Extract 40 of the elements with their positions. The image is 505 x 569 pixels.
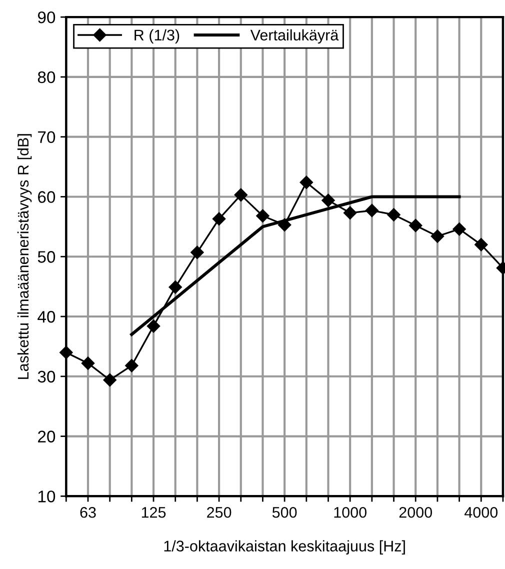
y-tick-label: 20	[38, 430, 56, 442]
x-tick-label: 125	[142, 506, 166, 518]
point	[60, 346, 73, 360]
y-tick-label: 30	[38, 370, 56, 383]
point	[344, 206, 357, 220]
point	[474, 238, 488, 252]
y-tick-label: 70	[38, 131, 56, 144]
y-tick-label: 90	[38, 11, 56, 24]
point	[190, 246, 204, 260]
point	[256, 209, 270, 222]
point	[452, 222, 466, 236]
point	[81, 356, 95, 370]
x-tick-label: 2000	[399, 506, 432, 518]
point	[365, 204, 379, 218]
point	[125, 359, 138, 372]
y-axis-title: Laskettu ilmaääneneristävyys R [dB]	[17, 134, 32, 379]
y-tick-label: 40	[38, 310, 56, 323]
point	[103, 373, 116, 387]
point	[212, 212, 226, 226]
x-tick-label: 63	[80, 506, 96, 518]
y-tick-label: 60	[38, 191, 56, 203]
point	[322, 194, 335, 207]
point	[168, 280, 182, 294]
legend-label: R (1/3)	[134, 29, 180, 44]
point	[387, 208, 400, 222]
x-axis-title: 1/3-oktaavikaistan keskitaajuus [Hz]	[164, 540, 405, 555]
x-tick-label: 250	[207, 506, 232, 518]
x-tick-label: 4000	[464, 506, 498, 518]
point	[430, 230, 444, 243]
y-tick-label: 80	[38, 71, 56, 84]
point	[300, 176, 313, 189]
point	[409, 218, 422, 232]
legend-label: Vertailukäyrä	[250, 29, 339, 44]
x-tick-label: 500	[272, 506, 297, 518]
y-tick-label: 50	[38, 251, 56, 263]
line-series	[130, 195, 461, 336]
point	[234, 188, 248, 202]
point	[146, 320, 160, 333]
y-tick-label: 10	[38, 490, 56, 502]
x-tick-label: 1000	[334, 506, 366, 518]
